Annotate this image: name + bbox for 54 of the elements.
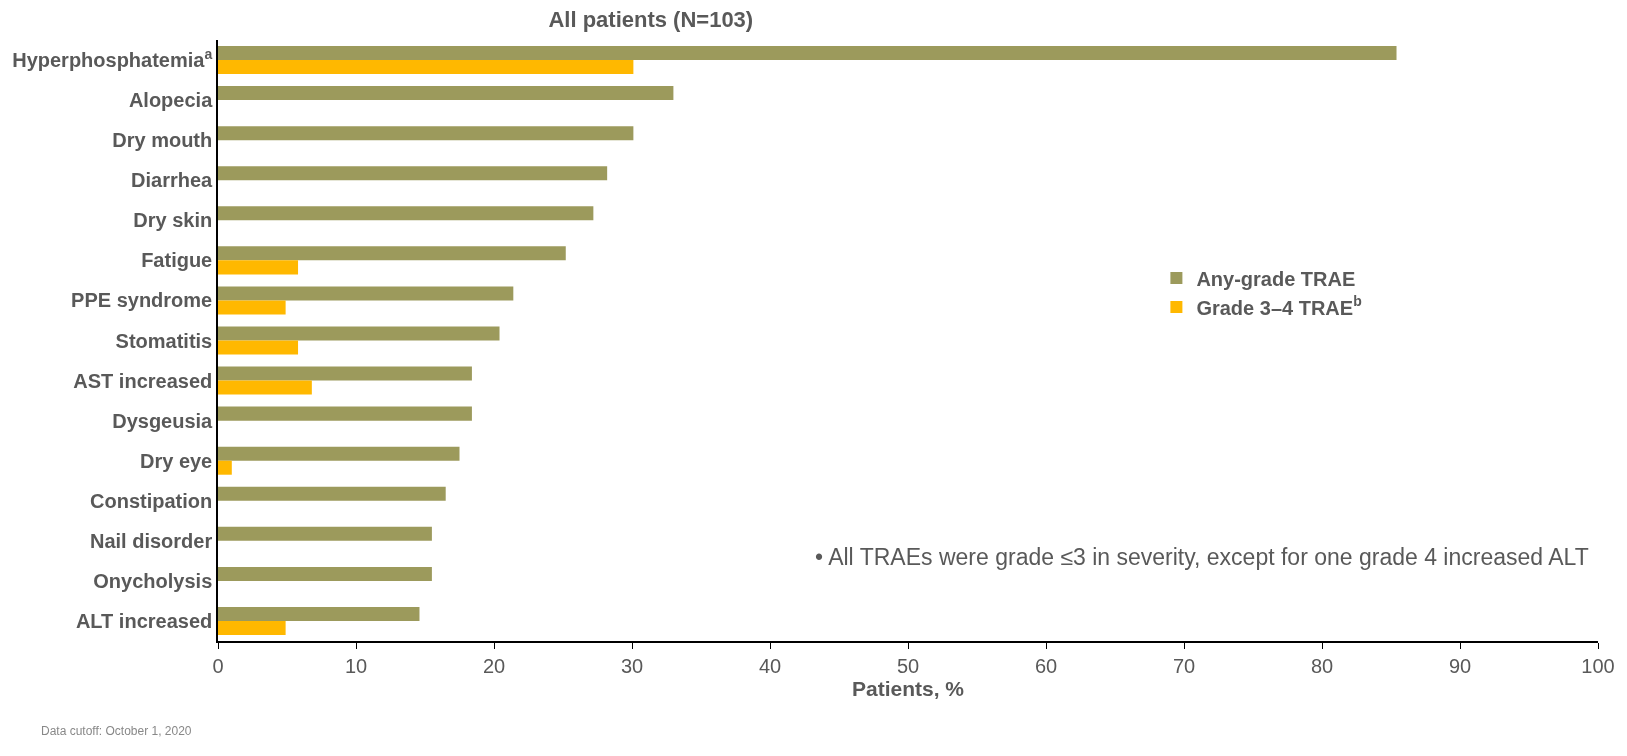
- y-tick-label: Hyperphosphatemia$^{a}$: [12, 45, 213, 72]
- bar: [218, 166, 608, 181]
- y-tick-label: Diarrhea: [131, 169, 214, 192]
- y-tick-label: Dry eye: [139, 449, 213, 472]
- y-tick-label: Dry skin: [133, 209, 213, 232]
- x-tick-label: 30: [620, 654, 644, 677]
- bar: [218, 460, 232, 475]
- y-tick-label: Stomatitis: [115, 329, 213, 352]
- x-tick-label: 100: [1581, 654, 1615, 677]
- bar: [218, 620, 286, 635]
- bar: [218, 260, 299, 275]
- bar: [218, 340, 299, 355]
- x-tick-label: 50: [896, 654, 920, 677]
- y-tick-label: Dysgeusia: [112, 409, 214, 432]
- y-tick-label: Fatigue: [141, 249, 213, 272]
- text: Data cutoff: October 1, 2020: [41, 724, 192, 738]
- bar: [218, 366, 472, 381]
- x-tick-label: 0: [212, 654, 224, 677]
- y-tick-label: PPE syndrome: [71, 289, 213, 312]
- y-tick-label: ALT increased: [75, 609, 213, 632]
- bar: [218, 246, 566, 261]
- chart-title: All patients (N=103): [548, 6, 754, 32]
- y-tick-label: AST increased: [73, 369, 213, 392]
- bar: [218, 606, 420, 621]
- bar: [218, 380, 312, 395]
- bar: [218, 60, 634, 75]
- bar: [218, 406, 472, 421]
- bar: [218, 126, 634, 141]
- legend-label: Grade 3–4 TRAE$^{b}$: [1196, 293, 1362, 319]
- y-tick-label: Constipation: [90, 489, 213, 512]
- bar: [218, 486, 446, 501]
- x-tick-label: 80: [1310, 654, 1334, 677]
- x-tick-label: 90: [1448, 654, 1472, 677]
- bar: [218, 566, 432, 581]
- bar: [218, 46, 1397, 61]
- y-tick-label: Nail disorder: [89, 529, 213, 552]
- x-tick-label: 40: [758, 654, 782, 677]
- x-tick-label: 70: [1172, 654, 1196, 677]
- legend-label: Any-grade TRAE: [1196, 267, 1356, 290]
- bar: [218, 286, 514, 301]
- bar: [218, 300, 286, 315]
- bar: [218, 206, 594, 221]
- y-tick-label: Dry mouth: [112, 129, 213, 152]
- annotation: • All TRAEs were grade ≤3 in severity, except for one grade 4 increased ALT: [815, 544, 1589, 570]
- bar: [218, 326, 500, 341]
- y-tick-label: Alopecia: [128, 89, 214, 112]
- bar: [218, 86, 674, 101]
- x-axis-title: Patients, %: [851, 676, 965, 700]
- x-tick-label: 10: [344, 654, 368, 677]
- y-tick-label: Onycholysis: [93, 569, 213, 592]
- x-tick-label: 20: [482, 654, 506, 677]
- bar: [218, 526, 432, 541]
- x-tick-label: 60: [1034, 654, 1058, 677]
- bar: [218, 446, 460, 461]
